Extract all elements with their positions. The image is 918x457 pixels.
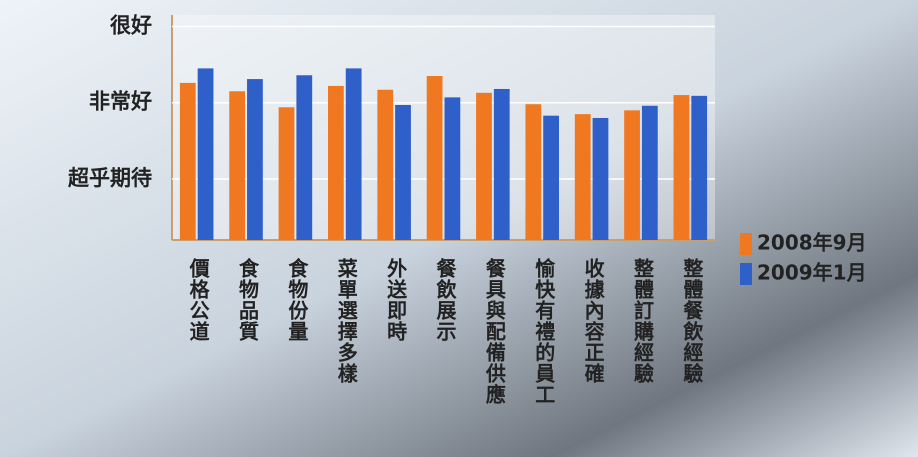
x-tick-label: 整體訂購經驗 — [630, 257, 654, 384]
y-tick-label: 很好 — [110, 13, 152, 37]
bar — [328, 85, 344, 240]
bar — [673, 95, 690, 240]
x-tick-label: 收據內容正確 — [581, 257, 605, 384]
bar — [395, 105, 411, 240]
bar — [525, 104, 542, 240]
x-tick-label: 餐飲展示 — [433, 257, 457, 342]
bar — [426, 76, 443, 240]
y-tick-label: 超乎期待 — [68, 166, 152, 190]
legend-label: 2009年1月 — [757, 261, 867, 285]
bar — [345, 68, 362, 240]
x-tick-label: 價格公道 — [186, 258, 210, 342]
y-tick-label: 非常好 — [89, 90, 152, 114]
legend-swatch — [740, 263, 752, 285]
legend-swatch — [740, 233, 752, 255]
x-tick-label: 餐具與配備供應 — [482, 257, 506, 405]
x-tick-label: 菜單選擇多樣 — [334, 258, 358, 384]
bar — [624, 110, 640, 240]
x-tick-label: 食物品質 — [236, 257, 260, 342]
bar — [493, 88, 510, 240]
legend-label: 2008年9月 — [757, 231, 867, 255]
bar — [543, 115, 559, 240]
bar — [229, 91, 246, 241]
x-tick-label: 食物份量 — [285, 257, 309, 342]
bar — [197, 68, 214, 240]
bar — [296, 75, 313, 240]
bar — [444, 97, 461, 240]
bar — [377, 89, 394, 241]
bar — [476, 92, 492, 241]
bar — [641, 105, 658, 240]
bar — [592, 117, 609, 240]
x-tick-label: 整體餐飲經驗 — [680, 257, 704, 384]
x-tick-label: 愉快有禮的員工 — [532, 257, 556, 405]
bar — [691, 95, 708, 240]
bar — [247, 79, 263, 240]
bar — [179, 82, 196, 241]
bar — [574, 114, 591, 240]
x-tick-label: 外送即時 — [384, 257, 408, 342]
bar — [278, 107, 295, 240]
